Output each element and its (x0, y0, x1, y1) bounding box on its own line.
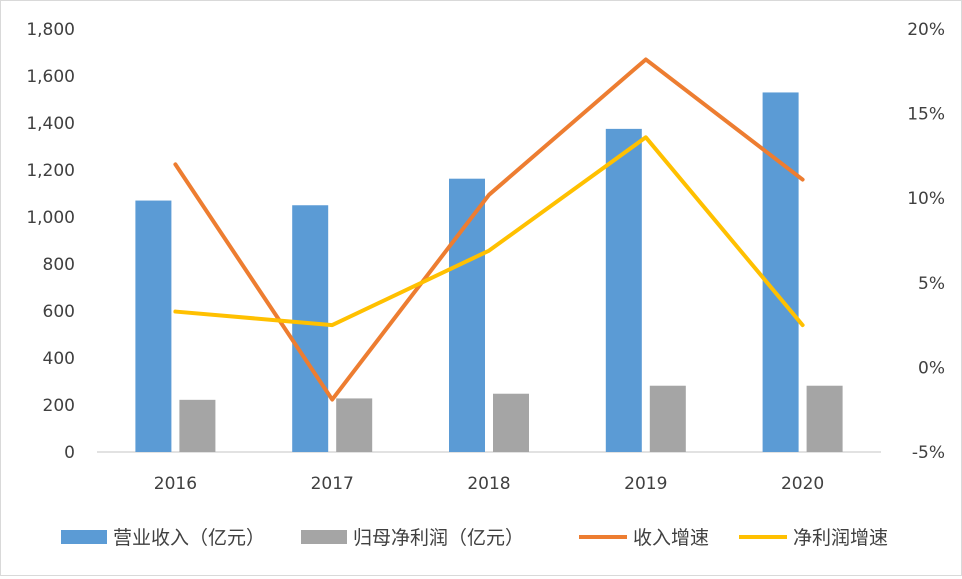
x-axis-tick-label: 2020 (781, 474, 824, 494)
right-axis-tick-label: 5% (918, 274, 945, 294)
line-series-group (173, 57, 805, 402)
right-axis-tick-label: 15% (907, 105, 945, 125)
right-axis-tick-label: -5% (912, 443, 945, 463)
right-axis-tick-label: 0% (918, 358, 945, 378)
left-axis-tick-label: 1,200 (26, 161, 75, 181)
bar (493, 393, 529, 452)
left-axis-tick-label: 1,800 (26, 20, 75, 40)
bar (806, 385, 843, 452)
x-axis-ticks: 2016 2017 2018 2019 2020 (154, 474, 824, 494)
legend-swatch (61, 530, 107, 544)
left-axis-tick-label: 800 (43, 255, 75, 275)
left-axis-tick-label: 200 (43, 396, 75, 416)
bar-series-group (135, 92, 843, 452)
left-axis-tick-label: 1,000 (26, 208, 75, 228)
left-axis-tick-label: 400 (43, 349, 75, 369)
series-line (173, 135, 805, 328)
bar (449, 178, 485, 452)
legend-label: 收入增速 (633, 527, 709, 549)
x-axis-tick-label: 2017 (311, 474, 354, 494)
legend-label: 净利润增速 (793, 527, 888, 549)
left-axis-tick-label: 1,400 (26, 114, 75, 134)
bar (336, 398, 373, 452)
bar (605, 128, 642, 452)
x-axis-tick-label: 2016 (154, 474, 197, 494)
right-axis-tick-label: 20% (907, 20, 945, 40)
legend-label: 归母净利润（亿元） (353, 527, 524, 549)
series-line (173, 57, 805, 402)
left-axis-ticks: 0 200 400 600 800 1,000 1,200 1,400 1,600 1,800 (26, 20, 75, 463)
left-axis-tick-label: 1,600 (26, 67, 75, 87)
bar (649, 385, 686, 452)
left-axis-tick-label: 0 (64, 443, 75, 463)
bar (135, 200, 172, 452)
bar (762, 92, 799, 452)
right-axis-ticks: -5% 0% 5% 10% 15% 20% (907, 20, 945, 463)
legend: 营业收入（亿元） 归母净利润（亿元） 收入增速 净利润增速 (61, 527, 888, 549)
x-axis-tick-label: 2018 (467, 474, 510, 494)
bar (292, 205, 329, 452)
left-axis-tick-label: 600 (43, 302, 75, 322)
bar (179, 399, 216, 452)
legend-swatch (301, 530, 347, 544)
right-axis-tick-label: 10% (907, 189, 945, 209)
legend-label: 营业收入（亿元） (113, 527, 265, 549)
x-axis-tick-label: 2019 (624, 474, 667, 494)
